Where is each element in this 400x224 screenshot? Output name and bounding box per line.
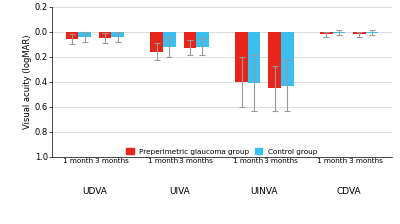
Bar: [235, 32, 248, 82]
Bar: [66, 32, 78, 39]
Bar: [248, 32, 260, 83]
Bar: [268, 32, 281, 88]
Text: CDVA: CDVA: [337, 187, 361, 196]
Text: UINVA: UINVA: [251, 187, 278, 196]
Text: UDVA: UDVA: [82, 187, 107, 196]
Bar: [196, 32, 209, 47]
Bar: [353, 32, 366, 34]
Bar: [184, 32, 196, 48]
Bar: [366, 32, 378, 33]
Bar: [99, 32, 112, 38]
Text: UIVA: UIVA: [169, 187, 190, 196]
Bar: [332, 32, 345, 33]
Bar: [78, 32, 91, 37]
Bar: [150, 32, 163, 52]
Bar: [112, 32, 124, 37]
Bar: [320, 32, 332, 34]
Y-axis label: Visual acuity (logMAR): Visual acuity (logMAR): [23, 34, 32, 129]
Legend: Preperimetric glaucoma group, Control group: Preperimetric glaucoma group, Control gr…: [126, 149, 318, 155]
Bar: [281, 32, 294, 86]
Bar: [163, 32, 176, 47]
